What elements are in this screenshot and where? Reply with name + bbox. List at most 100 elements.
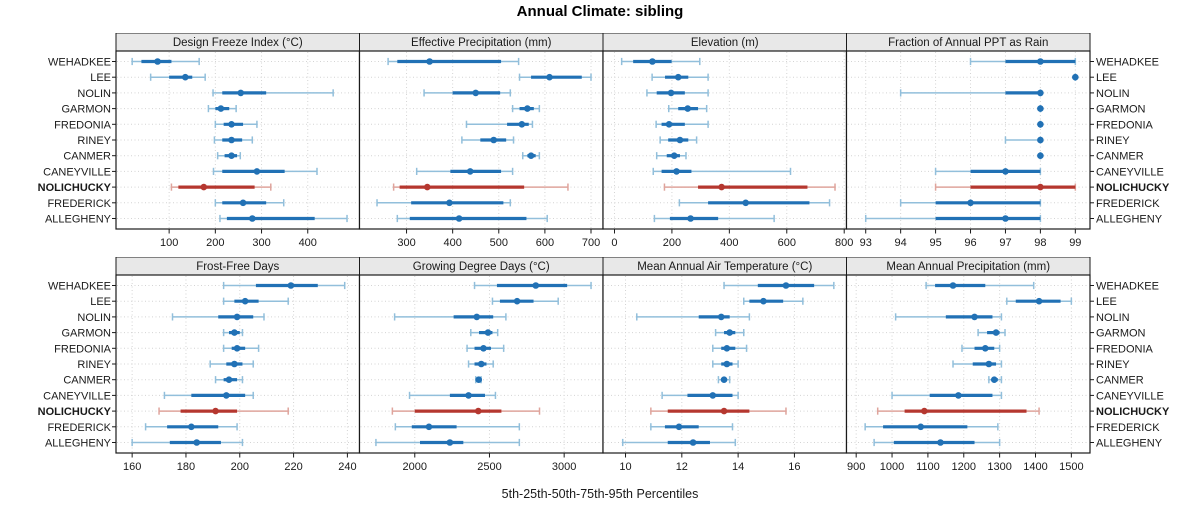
median-dot	[674, 73, 682, 81]
taxon-label-left-lee: LEE	[90, 296, 111, 308]
errorbar-nolichucky	[650, 407, 787, 415]
errorbar-allegheny	[653, 214, 775, 223]
taxon-label-left-fredonia: FREDONIA	[54, 119, 112, 131]
panel-row-top: WEHADKEE WEHADKEE LEE LEE NOLIN NOLIN GARMON GA…	[38, 33, 1170, 249]
errorbar-canmer	[655, 152, 687, 160]
errorbar-allegheny	[864, 214, 1042, 223]
errorbar-canmer	[474, 376, 483, 384]
median-dot	[665, 121, 673, 128]
taxon-label-right-frederick: FREDERICK	[1096, 422, 1160, 434]
taxon-label-right-wehadkee: WEHADKEE	[1096, 57, 1159, 69]
taxon-label-left-lee: LEE	[90, 72, 111, 84]
x-tick-label: 98	[1034, 237, 1046, 249]
x-tick-label: 400	[299, 237, 317, 249]
taxon-label-right-lee: LEE	[1096, 296, 1117, 308]
median-dot	[1037, 89, 1044, 97]
taxon-label-left-frederick: FREDERICK	[47, 422, 111, 434]
panel-design-freeze-index-c: Design Freeze Index (°C) 100 200 300 400	[115, 33, 361, 249]
errorbar-nolin	[894, 313, 1003, 321]
errorbar-nolin	[212, 89, 334, 97]
taxon-label-left-caneyville: CANEYVILLE	[43, 390, 111, 402]
median-dot	[782, 282, 790, 289]
panel-title: Growing Degree Days (°C)	[413, 261, 550, 273]
median-dot	[684, 105, 692, 112]
errorbar-fredonia	[222, 344, 260, 352]
x-tick-label: 240	[338, 461, 356, 473]
median-dot	[675, 423, 683, 431]
x-tick-label: 1500	[1059, 461, 1083, 473]
panel-title: Fraction of Annual PPT as Rain	[888, 37, 1048, 49]
panel-row-bottom: WEHADKEE WEHADKEE LEE LEE NOLIN NOLIN GARMON GA…	[38, 257, 1170, 473]
taxon-label-left-allegheny: ALLEGHENY	[45, 214, 112, 226]
median-dot	[490, 136, 498, 144]
median-dot	[532, 282, 540, 289]
errorbar-nolichucky	[876, 407, 1040, 415]
errorbar-fredonia	[214, 120, 258, 128]
x-tick-label: 200	[206, 237, 224, 249]
x-tick-label: 95	[929, 237, 941, 249]
x-tick-label: 1000	[880, 461, 904, 473]
taxon-label-right-frederick: FREDERICK	[1096, 198, 1160, 210]
taxon-label-left-canmer: CANMER	[63, 375, 111, 387]
errorbar-fredonia	[655, 120, 709, 128]
errorbar-garmon	[470, 329, 499, 337]
median-dot	[228, 152, 235, 159]
x-tick-label: 12	[676, 461, 688, 473]
median-dot	[921, 407, 928, 415]
median-dot	[182, 73, 189, 81]
errorbar-nolichucky	[934, 183, 1077, 191]
errorbar-canmer	[214, 376, 244, 384]
taxon-label-right-allegheny: ALLEGHENY	[1096, 438, 1163, 450]
median-dot	[720, 376, 728, 383]
median-dot	[524, 105, 531, 112]
median-dot	[241, 297, 249, 305]
x-tick-label: 0	[611, 237, 617, 249]
panel-border	[845, 274, 1091, 454]
median-dot	[455, 215, 463, 222]
errorbar-caneyville	[408, 391, 497, 399]
median-dot	[465, 392, 472, 399]
errorbar-nolichucky	[158, 407, 289, 415]
errorbar-allegheny	[131, 438, 244, 447]
taxon-label-right-riney: RINEY	[1096, 135, 1130, 147]
taxon-label-left-riney: RINEY	[77, 359, 111, 371]
x-tick-label: 180	[177, 461, 195, 473]
errorbar-canmer	[717, 376, 731, 384]
median-dot	[955, 392, 962, 399]
median-dot	[742, 199, 750, 207]
median-dot	[718, 183, 725, 191]
median-dot	[233, 313, 241, 321]
errorbar-canmer	[522, 152, 541, 160]
taxon-label-left-nolichucky: NOLICHUCKY	[38, 182, 112, 194]
errorbar-frederick	[214, 199, 285, 207]
median-dot	[484, 329, 492, 336]
errorbar-caneyville	[661, 391, 739, 399]
taxon-label-left-wehadkee: WEHADKEE	[48, 57, 111, 69]
errorbar-garmon	[1037, 105, 1044, 113]
median-dot	[667, 89, 675, 97]
median-dot	[546, 73, 553, 81]
x-tick-label: 200	[663, 237, 681, 249]
errorbar-frederick	[864, 423, 999, 431]
errorbar-riney	[952, 360, 1003, 368]
errorbar-allegheny	[873, 438, 1001, 447]
median-dot	[981, 345, 989, 352]
median-dot	[527, 152, 535, 159]
errorbar-riney	[213, 136, 254, 144]
taxon-label-right-canmer: CANMER	[1096, 151, 1144, 163]
x-tick-label: 2000	[403, 461, 427, 473]
median-dot	[971, 313, 978, 321]
errorbar-caneyville	[652, 167, 792, 175]
errorbar-wehadkee	[473, 281, 592, 290]
errorbar-riney	[209, 360, 254, 368]
median-dot	[1037, 121, 1044, 128]
taxon-label-right-fredonia: FREDONIA	[1096, 343, 1154, 355]
taxon-label-right-nolichucky: NOLICHUCKY	[1096, 182, 1170, 194]
panel-effective-precipitation-mm: Effective Precipitation (mm) 300 400 500 600…	[358, 33, 604, 249]
median-dot	[253, 168, 261, 175]
errorbar-nolin	[646, 89, 709, 97]
median-dot	[1002, 215, 1009, 222]
panel-title: Elevation (m)	[691, 37, 759, 49]
errorbar-caneyville	[891, 391, 1003, 399]
x-tick-label: 99	[1069, 237, 1081, 249]
